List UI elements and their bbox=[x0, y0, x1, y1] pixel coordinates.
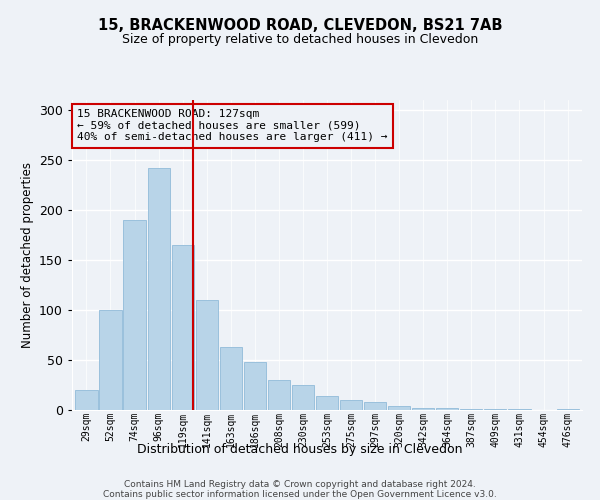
Bar bbox=[316, 396, 338, 410]
Bar bbox=[124, 220, 146, 410]
Bar bbox=[508, 409, 530, 410]
Bar bbox=[244, 362, 266, 410]
Text: Distribution of detached houses by size in Clevedon: Distribution of detached houses by size … bbox=[137, 442, 463, 456]
Text: 15 BRACKENWOOD ROAD: 127sqm
← 59% of detached houses are smaller (599)
40% of se: 15 BRACKENWOOD ROAD: 127sqm ← 59% of det… bbox=[77, 110, 388, 142]
Bar bbox=[172, 245, 194, 410]
Bar bbox=[412, 408, 434, 410]
Y-axis label: Number of detached properties: Number of detached properties bbox=[20, 162, 34, 348]
Bar bbox=[460, 409, 482, 410]
Bar bbox=[557, 409, 578, 410]
Bar bbox=[196, 300, 218, 410]
Bar bbox=[436, 408, 458, 410]
Bar bbox=[268, 380, 290, 410]
Bar bbox=[148, 168, 170, 410]
Text: Size of property relative to detached houses in Clevedon: Size of property relative to detached ho… bbox=[122, 32, 478, 46]
Bar bbox=[364, 402, 386, 410]
Bar bbox=[76, 390, 98, 410]
Text: 15, BRACKENWOOD ROAD, CLEVEDON, BS21 7AB: 15, BRACKENWOOD ROAD, CLEVEDON, BS21 7AB bbox=[98, 18, 502, 32]
Bar bbox=[340, 400, 362, 410]
Bar bbox=[220, 347, 242, 410]
Bar bbox=[292, 385, 314, 410]
Text: Contains HM Land Registry data © Crown copyright and database right 2024.
Contai: Contains HM Land Registry data © Crown c… bbox=[103, 480, 497, 500]
Bar bbox=[388, 406, 410, 410]
Bar bbox=[484, 409, 506, 410]
Bar bbox=[100, 310, 122, 410]
